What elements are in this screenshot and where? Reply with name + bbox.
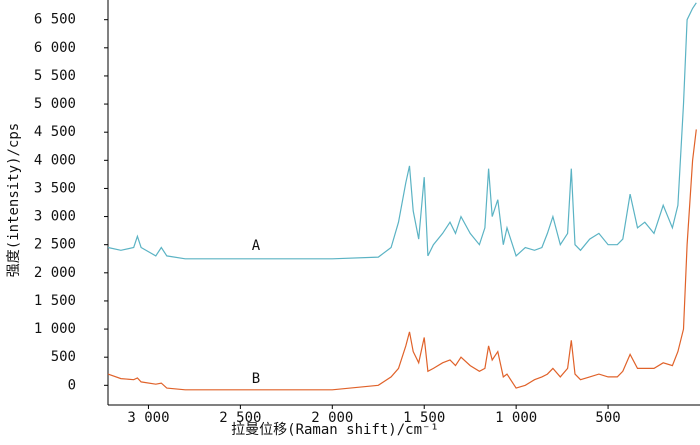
y-tick-label: 3 500 [34, 180, 76, 196]
x-tick-label: 2 000 [311, 410, 353, 426]
x-tick-label: 1 500 [403, 410, 445, 426]
y-tick-label: 6 000 [34, 40, 76, 56]
y-tick-label: 2 500 [34, 237, 76, 253]
series-line [107, 2, 697, 260]
y-tick-label: 1 000 [34, 321, 76, 337]
x-tick-label: 2 500 [219, 410, 261, 426]
series-annotation: A [252, 238, 261, 254]
x-tick-label: 1 000 [495, 410, 537, 426]
series-line [107, 129, 697, 391]
y-tick-label: 5 000 [34, 96, 76, 112]
y-tick-label: 4 000 [34, 152, 76, 168]
x-axis-label: 拉曼位移(Raman shift)/cm⁻¹ [231, 422, 439, 438]
y-tick-label: 0 [68, 377, 76, 393]
y-tick-label: 4 500 [34, 124, 76, 140]
y-axis-label: 强度(intensity)/cps [6, 123, 22, 277]
x-tick-label: 500 [595, 410, 620, 426]
series-annotation: B [252, 371, 260, 387]
y-tick-label: 5 500 [34, 68, 76, 84]
y-tick-label: 2 000 [34, 265, 76, 281]
y-tick-label: 500 [51, 349, 76, 365]
y-tick-label: 3 000 [34, 209, 76, 225]
y-tick-label: 6 500 [34, 12, 76, 28]
y-tick-label: 1 500 [34, 293, 76, 309]
x-tick-label: 3 000 [127, 410, 169, 426]
